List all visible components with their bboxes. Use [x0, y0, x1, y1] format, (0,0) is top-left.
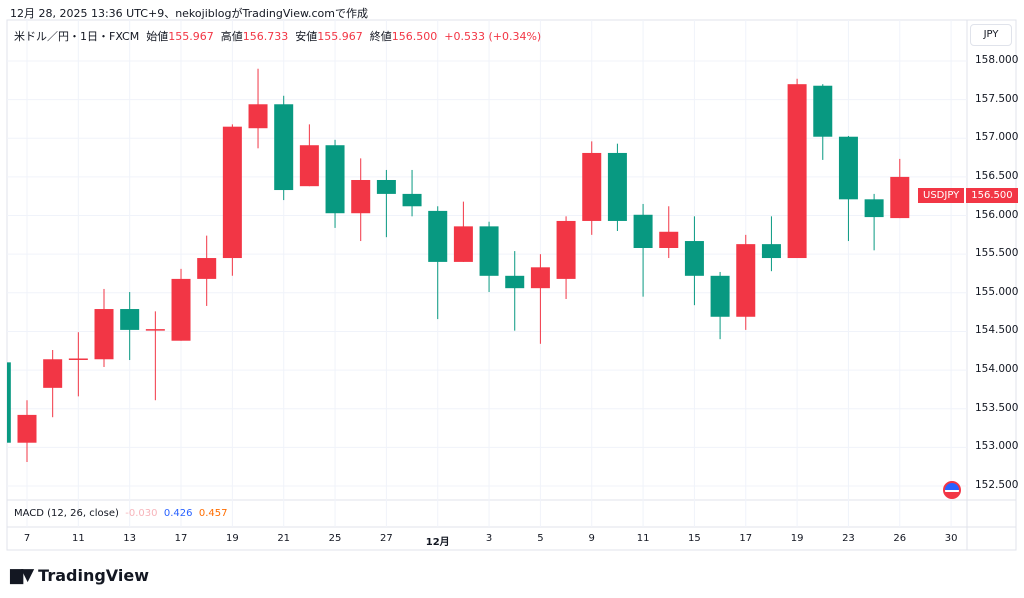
price-tick: 158.000 — [975, 54, 1019, 66]
candle-body[interactable] — [838, 136, 858, 200]
time-tick: 11 — [636, 533, 650, 544]
low-label: 安値 — [295, 30, 318, 43]
price-tick: 157.000 — [975, 131, 1019, 144]
time-tick: 19 — [225, 533, 239, 544]
candle-body[interactable] — [351, 179, 371, 214]
candle-body[interactable] — [428, 210, 448, 262]
candle-body[interactable] — [684, 241, 704, 276]
candle-body[interactable] — [864, 199, 884, 218]
time-tick: 17 — [739, 533, 753, 544]
time-tick: 11 — [71, 533, 85, 544]
close-label: 終値 — [369, 30, 392, 43]
candle-body[interactable] — [556, 220, 576, 279]
ohlc-legend: 米ドル／円・1日・FXCM 始値155.967 高値156.733 安値155.… — [14, 28, 541, 44]
candle-body[interactable] — [479, 226, 499, 276]
last-price-label: USDJPY 156.500 — [918, 188, 1018, 203]
price-tick: 156.000 — [975, 208, 1019, 221]
candle-body[interactable] — [94, 309, 114, 360]
brand-name: TradingView — [38, 565, 149, 585]
close-value: 156.500 — [391, 30, 438, 43]
candle-body[interactable] — [325, 145, 345, 214]
price-tick: 154.000 — [975, 363, 1019, 376]
candle-body[interactable] — [171, 278, 191, 341]
price-tick: 153.000 — [975, 440, 1019, 453]
price-tick: 155.000 — [975, 285, 1019, 298]
candle-body[interactable] — [248, 104, 268, 129]
candles — [0, 68, 910, 463]
time-tick: 21 — [277, 533, 291, 544]
time-tick: 17 — [174, 533, 188, 544]
last-price-symbol: USDJPY — [918, 188, 965, 203]
candle-body[interactable] — [299, 145, 319, 187]
time-tick: 9 — [588, 533, 595, 544]
time-tick: 23 — [842, 533, 855, 544]
price-tick: 157.500 — [975, 92, 1019, 105]
time-tick: 26 — [893, 533, 907, 544]
candle-body[interactable] — [633, 214, 653, 248]
candle-body[interactable] — [43, 359, 63, 388]
candle-body[interactable] — [453, 226, 473, 262]
candle-body[interactable] — [68, 358, 88, 360]
price-tick: 154.500 — [975, 324, 1019, 337]
candle-body[interactable] — [402, 193, 422, 207]
macd-line-value: 0.426 — [163, 508, 193, 519]
time-tick: 27 — [380, 533, 393, 544]
macd-legend[interactable]: MACD (12, 26, close) -0.030 0.426 0.457 — [14, 508, 228, 519]
candle-body[interactable] — [505, 275, 525, 289]
last-price-value: 156.500 — [966, 188, 1018, 203]
time-tick: 15 — [688, 533, 701, 544]
candle-body[interactable] — [659, 231, 679, 248]
high-label: 高値 — [220, 30, 243, 43]
chart-caption: 12月 28, 2025 13:36 UTC+9、nekojiblogがTrad… — [10, 7, 368, 20]
candle-body[interactable] — [0, 362, 11, 443]
time-tick: 7 — [23, 533, 31, 544]
currency-button[interactable]: JPY — [970, 24, 1012, 46]
time-tick: 25 — [328, 533, 342, 544]
chart-frame — [6, 19, 1017, 551]
macd-histogram-value: -0.030 — [125, 508, 158, 519]
candle-body[interactable] — [607, 152, 627, 221]
macd-label: MACD (12, 26, close) — [14, 508, 119, 519]
symbol-info[interactable]: 米ドル／円・1日・FXCM — [14, 30, 140, 43]
candle-body[interactable] — [710, 275, 730, 317]
candle-body[interactable] — [582, 152, 602, 221]
open-value: 155.967 — [168, 30, 214, 43]
low-value: 155.967 — [317, 30, 363, 43]
time-tick: 5 — [537, 533, 544, 544]
candle-body[interactable] — [890, 176, 910, 219]
change-value: +0.533 (+0.34%) — [444, 30, 542, 43]
price-tick: 153.500 — [975, 401, 1019, 414]
candle-body[interactable] — [787, 84, 807, 259]
time-tick: 30 — [944, 533, 958, 544]
time-tick: 19 — [790, 533, 804, 544]
macd-signal-value: 0.457 — [198, 508, 228, 519]
time-tick: 13 — [123, 533, 137, 544]
candle-body[interactable] — [120, 309, 140, 330]
candle-body[interactable] — [145, 329, 165, 331]
candle-body[interactable] — [761, 244, 781, 259]
candle-body[interactable] — [813, 85, 833, 137]
candle-body[interactable] — [736, 244, 756, 317]
price-tick: 156.500 — [975, 169, 1019, 182]
candle-body[interactable] — [197, 258, 217, 279]
candle-body[interactable] — [530, 267, 550, 289]
us-flag-icon[interactable] — [943, 481, 961, 499]
candle-body[interactable] — [274, 104, 294, 191]
tradingview-logo-icon: ▆▼ — [10, 565, 34, 585]
price-tick: 152.500 — [975, 478, 1019, 491]
price-tick: 155.500 — [975, 247, 1019, 260]
candle-body[interactable] — [222, 126, 242, 259]
candle-body[interactable] — [17, 414, 37, 443]
open-label: 始値 — [146, 30, 169, 43]
time-tick: 3 — [485, 533, 493, 544]
high-value: 156.733 — [242, 30, 289, 43]
candle-body[interactable] — [376, 179, 396, 194]
time-tick: 12月 — [425, 537, 450, 548]
tradingview-logo[interactable]: ▆▼ TradingView — [10, 565, 149, 585]
